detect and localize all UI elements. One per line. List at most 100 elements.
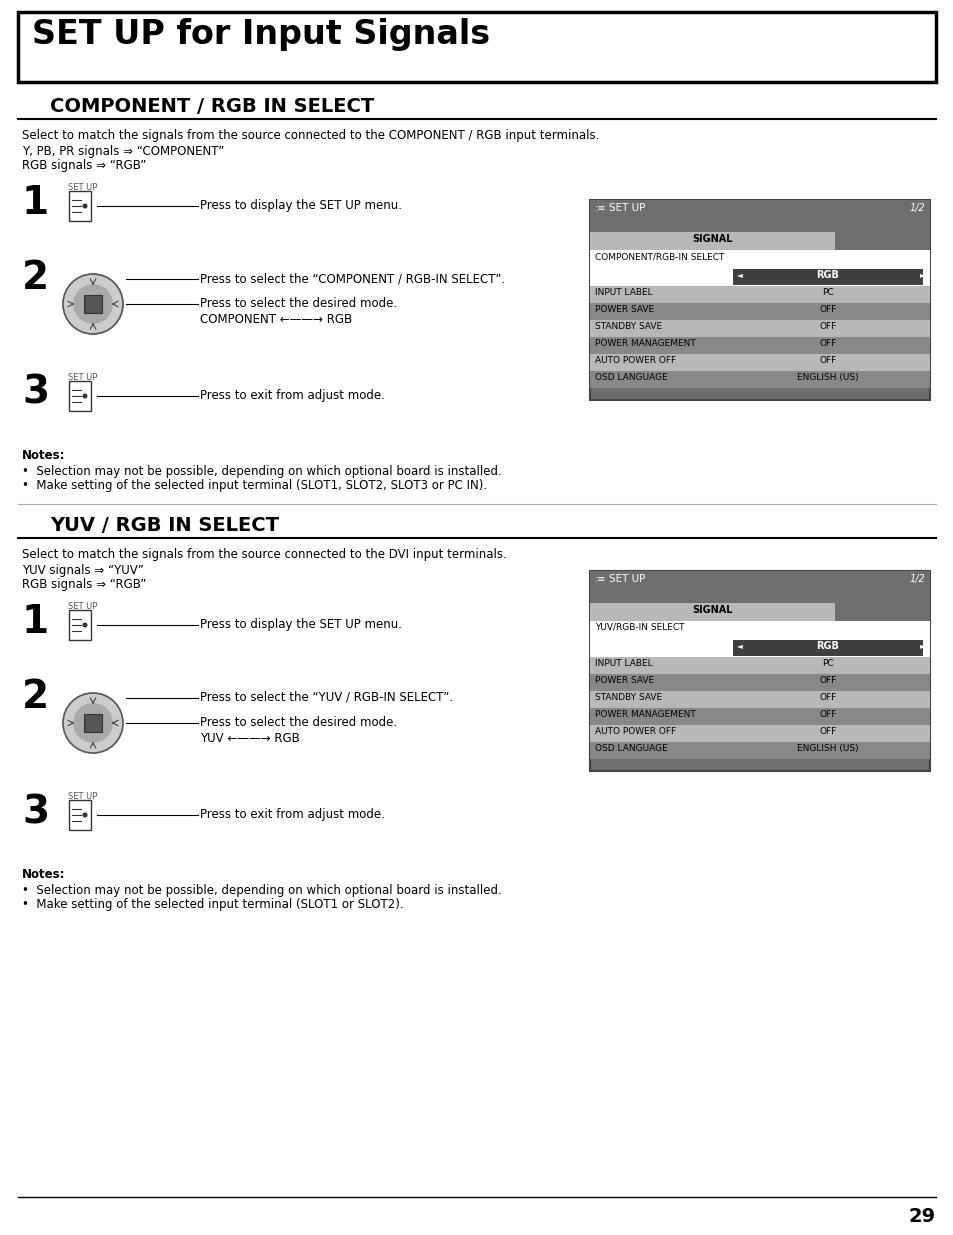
Bar	[732, 640, 923, 656]
Text: COMPONENT ←——→ RGB: COMPONENT ←——→ RGB	[200, 312, 352, 326]
Bar	[589, 370, 929, 388]
Bar	[589, 708, 929, 725]
Text: Press to select the “COMPONENT / RGB-IN SELECT”.: Press to select the “COMPONENT / RGB-IN …	[200, 272, 504, 285]
Text: STANDBY SAVE: STANDBY SAVE	[595, 693, 661, 701]
Text: OFF: OFF	[819, 356, 836, 366]
Circle shape	[83, 624, 87, 627]
Circle shape	[73, 704, 112, 742]
Text: SIGNAL: SIGNAL	[692, 605, 732, 615]
Text: PC: PC	[821, 659, 833, 668]
Text: :≡: :≡	[595, 203, 606, 212]
Bar	[84, 714, 102, 732]
Text: OFF: OFF	[819, 676, 836, 685]
Text: AUTO POWER OFF: AUTO POWER OFF	[595, 727, 676, 736]
Text: RGB: RGB	[816, 270, 839, 280]
Text: RGB signals ⇒ “RGB”: RGB signals ⇒ “RGB”	[22, 159, 146, 172]
Text: 1/2: 1/2	[908, 574, 924, 584]
Bar	[69, 800, 91, 830]
Text: ENGLISH (US): ENGLISH (US)	[797, 743, 858, 753]
Text: Y, PB, PR signals ⇒ “COMPONENT”: Y, PB, PR signals ⇒ “COMPONENT”	[22, 144, 224, 158]
Bar	[589, 593, 929, 603]
Bar	[589, 232, 834, 249]
Text: SET UP: SET UP	[608, 203, 644, 212]
Text: SET UP: SET UP	[68, 183, 97, 191]
Bar	[589, 200, 929, 400]
Text: 1: 1	[22, 184, 49, 222]
Bar	[589, 725, 929, 742]
Bar	[69, 191, 91, 221]
Bar	[589, 692, 929, 708]
Bar	[589, 354, 929, 370]
Text: :≡: :≡	[595, 574, 606, 584]
Text: Press to select the desired mode.: Press to select the desired mode.	[200, 716, 396, 729]
Text: 3: 3	[22, 374, 49, 412]
Text: SET UP: SET UP	[68, 792, 97, 802]
Text: OFF: OFF	[819, 710, 836, 719]
Text: POWER SAVE: POWER SAVE	[595, 305, 654, 314]
Bar	[732, 269, 923, 285]
Text: POWER MANAGEMENT: POWER MANAGEMENT	[595, 338, 695, 348]
Circle shape	[83, 813, 87, 816]
Text: 29: 29	[908, 1207, 935, 1226]
Bar	[69, 382, 91, 411]
Text: SIGNAL: SIGNAL	[692, 233, 732, 245]
Text: 2: 2	[22, 259, 49, 296]
Circle shape	[83, 204, 87, 207]
Bar	[589, 638, 929, 657]
Bar	[589, 303, 929, 320]
Text: YUV/RGB-IN SELECT: YUV/RGB-IN SELECT	[595, 622, 684, 632]
Text: SET UP for Input Signals: SET UP for Input Signals	[32, 19, 490, 51]
Text: 1/2: 1/2	[908, 203, 924, 212]
Bar	[589, 200, 929, 222]
Bar	[589, 222, 929, 232]
Text: RGB: RGB	[816, 641, 839, 651]
Text: SET UP: SET UP	[608, 574, 644, 584]
Text: OSD LANGUAGE: OSD LANGUAGE	[595, 743, 667, 753]
Text: RGB signals ⇒ “RGB”: RGB signals ⇒ “RGB”	[22, 578, 146, 592]
Bar	[834, 232, 929, 249]
Bar	[18, 12, 935, 82]
Text: Press to select the “YUV / RGB-IN SELECT”.: Press to select the “YUV / RGB-IN SELECT…	[200, 692, 453, 704]
Text: OSD LANGUAGE: OSD LANGUAGE	[595, 373, 667, 382]
Circle shape	[73, 285, 112, 324]
Circle shape	[63, 693, 123, 753]
Bar	[69, 610, 91, 640]
Text: OFF: OFF	[819, 727, 836, 736]
Text: OFF: OFF	[819, 305, 836, 314]
Bar	[589, 742, 929, 760]
Text: ENGLISH (US): ENGLISH (US)	[797, 373, 858, 382]
Text: •  Make setting of the selected input terminal (SLOT1, SLOT2, SLOT3 or PC IN).: • Make setting of the selected input ter…	[22, 479, 487, 492]
Bar	[589, 571, 929, 593]
Text: Press to exit from adjust mode.: Press to exit from adjust mode.	[200, 808, 384, 821]
Text: INPUT LABEL: INPUT LABEL	[595, 659, 652, 668]
Text: PC: PC	[821, 288, 833, 296]
Text: Notes:: Notes:	[22, 868, 66, 881]
Circle shape	[63, 274, 123, 333]
Bar	[589, 657, 929, 674]
Text: SET UP: SET UP	[68, 601, 97, 611]
Text: Press to display the SET UP menu.: Press to display the SET UP menu.	[200, 618, 401, 631]
Bar	[589, 268, 929, 287]
Bar	[834, 603, 929, 621]
Text: Notes:: Notes:	[22, 450, 66, 462]
Text: AUTO POWER OFF: AUTO POWER OFF	[595, 356, 676, 366]
Text: ◄: ◄	[736, 641, 741, 650]
Text: ►: ►	[919, 641, 925, 650]
Text: INPUT LABEL: INPUT LABEL	[595, 288, 652, 296]
Bar	[589, 249, 929, 268]
Text: YUV / RGB IN SELECT: YUV / RGB IN SELECT	[50, 516, 278, 535]
Text: ◄: ◄	[736, 270, 741, 279]
Text: YUV signals ⇒ “YUV”: YUV signals ⇒ “YUV”	[22, 564, 144, 577]
Bar	[84, 295, 102, 312]
Bar	[589, 603, 834, 621]
Text: •  Make setting of the selected input terminal (SLOT1 or SLOT2).: • Make setting of the selected input ter…	[22, 898, 403, 911]
Text: STANDBY SAVE: STANDBY SAVE	[595, 322, 661, 331]
Text: 2: 2	[22, 678, 49, 716]
Text: COMPONENT / RGB IN SELECT: COMPONENT / RGB IN SELECT	[50, 98, 374, 116]
Text: OFF: OFF	[819, 693, 836, 701]
Text: OFF: OFF	[819, 322, 836, 331]
Text: Press to select the desired mode.: Press to select the desired mode.	[200, 296, 396, 310]
Text: Press to exit from adjust mode.: Press to exit from adjust mode.	[200, 389, 384, 403]
Bar	[589, 287, 929, 303]
Text: POWER MANAGEMENT: POWER MANAGEMENT	[595, 710, 695, 719]
